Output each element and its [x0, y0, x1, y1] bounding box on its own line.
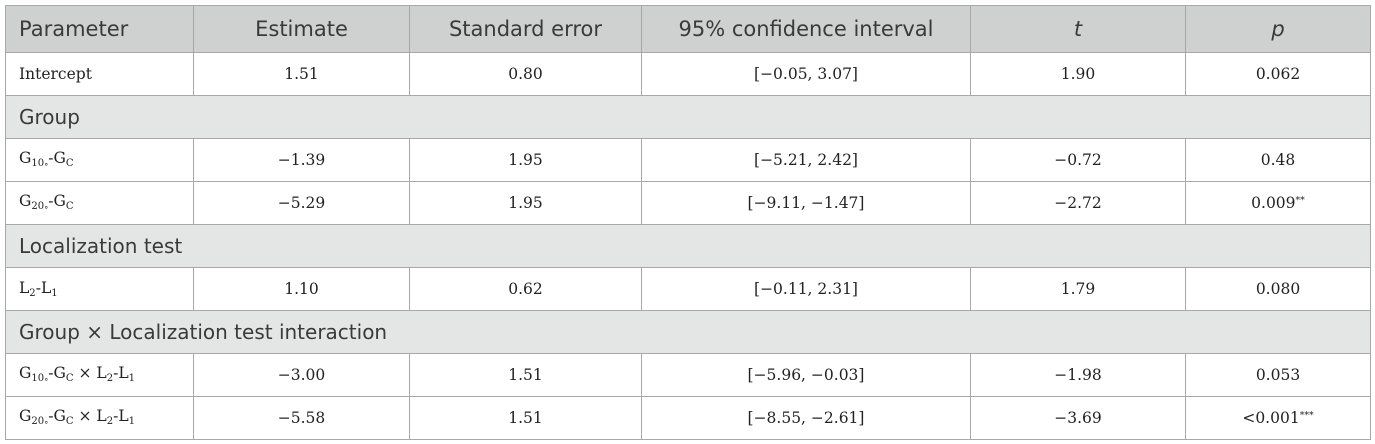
label-part: -G	[48, 364, 66, 382]
section-row: Group	[5, 95, 1371, 139]
se-cell: 1.51	[409, 353, 642, 397]
label-part: -L	[113, 407, 129, 425]
ci-cell: [−9.11, −1.47]	[641, 181, 971, 225]
p-value: <0.001	[1242, 409, 1300, 427]
label-part: -G	[48, 192, 66, 210]
se-cell: 1.95	[409, 138, 642, 182]
se-cell: 1.95	[409, 181, 642, 225]
label-part: G	[19, 149, 32, 167]
t-cell: −2.72	[970, 181, 1186, 225]
estimate-cell: −3.00	[193, 353, 410, 397]
row-label: G20°-GC	[5, 181, 194, 225]
label-part: × L	[73, 407, 107, 425]
se-cell: 1.51	[409, 396, 642, 440]
header-parameter: Parameter	[5, 5, 194, 53]
t-cell: −3.69	[970, 396, 1186, 440]
header-standard-error: Standard error	[409, 5, 642, 53]
label-part: -G	[48, 149, 66, 167]
label-part: × L	[73, 364, 107, 382]
label-sub: 1	[51, 288, 58, 299]
ci-cell: [−5.96, −0.03]	[641, 353, 971, 397]
t-cell: 1.79	[970, 267, 1186, 311]
row-label: G10°-GC × L2-L1	[5, 353, 194, 397]
label-sub: 2	[106, 373, 114, 384]
ci-cell: [−8.55, −2.61]	[641, 396, 971, 440]
estimate-cell: −1.39	[193, 138, 410, 182]
table-row: G20°-GC × L2-L1 −5.58 1.51 [−8.55, −2.61…	[5, 396, 1371, 440]
row-label: G20°-GC × L2-L1	[5, 396, 194, 440]
label-sub: 2	[29, 288, 36, 299]
row-label: Intercept	[5, 52, 194, 96]
header-estimate: Estimate	[193, 5, 410, 53]
header-row: Parameter Estimate Standard error 95% co…	[5, 5, 1371, 53]
label-part: 20	[31, 201, 45, 212]
label-sub: 20°	[31, 201, 49, 214]
header-p: p	[1185, 5, 1371, 53]
estimate-cell: 1.51	[193, 52, 410, 96]
header-t: t	[970, 5, 1186, 53]
se-cell: 0.80	[409, 52, 642, 96]
label-sub: 1	[128, 416, 136, 427]
estimate-cell: −5.58	[193, 396, 410, 440]
label-sub: 1	[128, 373, 136, 384]
p-cell: 0.053	[1185, 353, 1371, 397]
p-cell: 0.062	[1185, 52, 1371, 96]
label-part: 10	[31, 373, 45, 384]
p-cell: 0.009**	[1185, 181, 1371, 225]
estimate-cell: 1.10	[193, 267, 410, 311]
label-part: -G	[48, 407, 66, 425]
p-cell: 0.48	[1185, 138, 1371, 182]
label-sub: 10°	[31, 158, 49, 171]
significance-marker: ***	[1299, 410, 1314, 421]
label-sub: C	[65, 158, 74, 169]
section-row: Localization test	[5, 224, 1371, 268]
label-sub: 20°	[31, 416, 49, 429]
t-cell: 1.90	[970, 52, 1186, 96]
section-title-interaction: Group × Localization test interaction	[5, 310, 1371, 354]
label-part: -L	[35, 279, 52, 297]
ci-cell: [−5.21, 2.42]	[641, 138, 971, 182]
label-part: 20	[31, 416, 45, 427]
label-part: G	[19, 407, 32, 425]
label-sub: C	[65, 416, 74, 427]
degree-symbol: °	[44, 205, 49, 214]
degree-symbol: °	[44, 162, 49, 171]
degree-symbol: °	[44, 420, 49, 429]
section-title-localization: Localization test	[5, 224, 1371, 268]
table-row: Intercept 1.51 0.80 [−0.05, 3.07] 1.90 0…	[5, 52, 1371, 96]
row-label: L2-L1	[5, 267, 194, 311]
results-table: Parameter Estimate Standard error 95% co…	[5, 5, 1371, 440]
p-cell: <0.001***	[1185, 396, 1371, 440]
table-row: G20°-GC −5.29 1.95 [−9.11, −1.47] −2.72 …	[5, 181, 1371, 225]
p-value: 0.009	[1251, 194, 1296, 212]
ci-cell: [−0.05, 3.07]	[641, 52, 971, 96]
header-confidence-interval: 95% confidence interval	[641, 5, 971, 53]
t-cell: −1.98	[970, 353, 1186, 397]
label-sub: C	[65, 373, 74, 384]
section-title-group: Group	[5, 95, 1371, 139]
significance-marker: **	[1295, 195, 1305, 206]
table-row: G10°-GC −1.39 1.95 [−5.21, 2.42] −0.72 0…	[5, 138, 1371, 182]
section-row: Group × Localization test interaction	[5, 310, 1371, 354]
ci-cell: [−0.11, 2.31]	[641, 267, 971, 311]
label-sub: 2	[106, 416, 114, 427]
p-cell: 0.080	[1185, 267, 1371, 311]
label-part: G	[19, 192, 32, 210]
table-row: L2-L1 1.10 0.62 [−0.11, 2.31] 1.79 0.080	[5, 267, 1371, 311]
degree-symbol: °	[44, 377, 49, 386]
table-row: G10°-GC × L2-L1 −3.00 1.51 [−5.96, −0.03…	[5, 353, 1371, 397]
t-cell: −0.72	[970, 138, 1186, 182]
label-part: -L	[113, 364, 129, 382]
label-part: G	[19, 364, 32, 382]
row-label: G10°-GC	[5, 138, 194, 182]
se-cell: 0.62	[409, 267, 642, 311]
label-part: 10	[31, 158, 45, 169]
label-sub: C	[65, 201, 74, 212]
label-sub: 10°	[31, 373, 49, 386]
estimate-cell: −5.29	[193, 181, 410, 225]
label-part: L	[19, 279, 30, 297]
